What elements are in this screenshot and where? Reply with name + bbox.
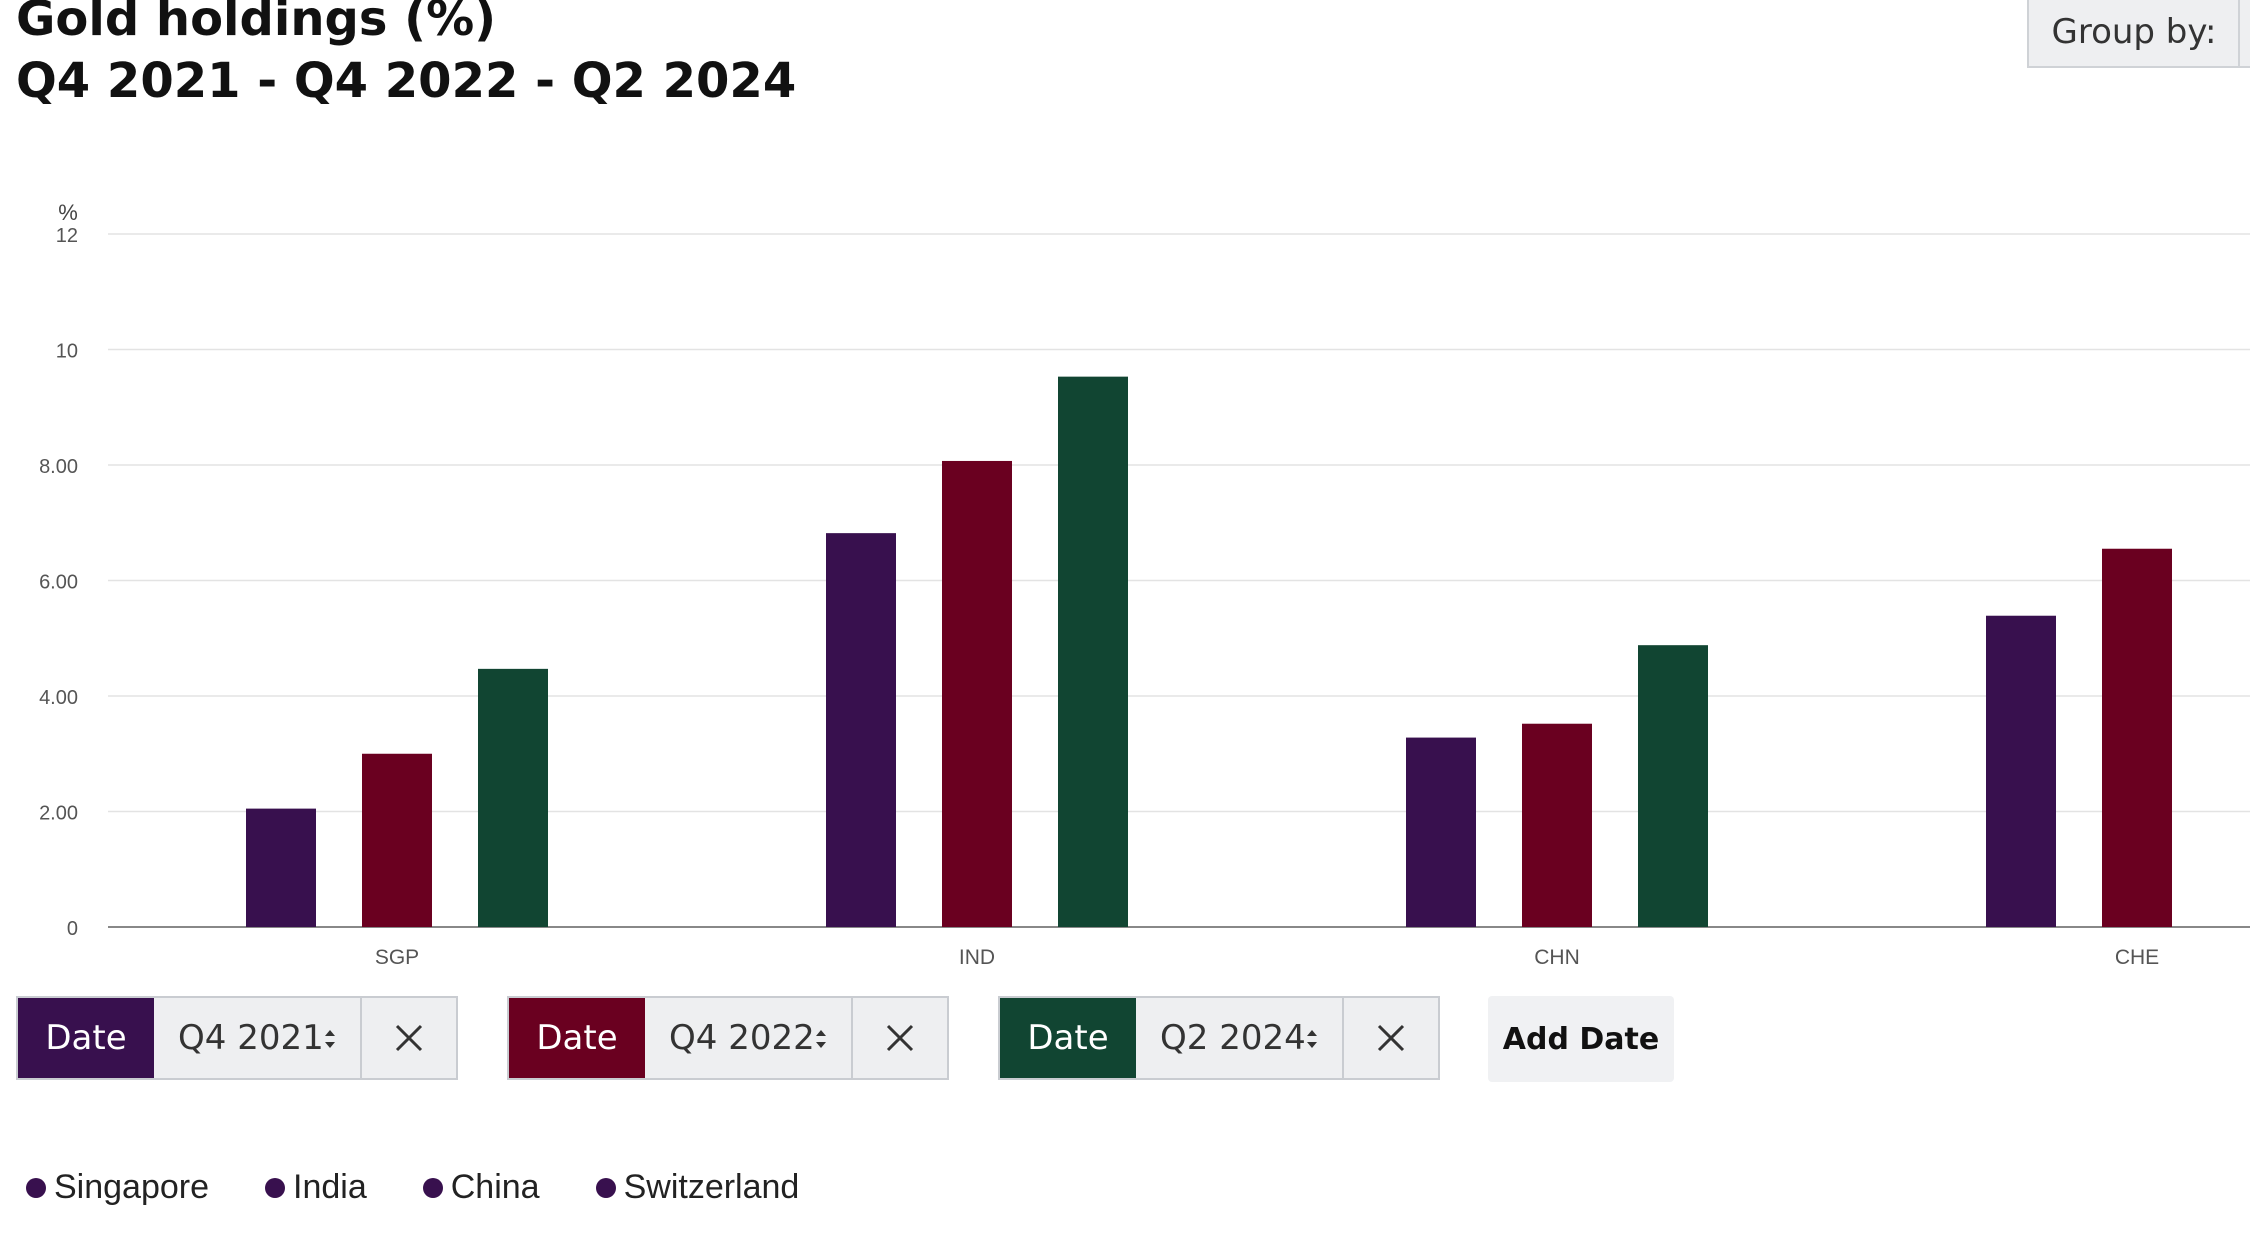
legend: Singapore India China Switzerland [26,1168,855,1207]
x-tick-label-ind: IND [959,946,995,969]
bar-chn-q2-2024 [1638,645,1708,927]
date-value-2: Q4 2022 [669,1018,815,1058]
bar-chn-q4-2022 [1522,723,1592,927]
bar-chn-q4-2021 [1406,737,1476,927]
date-value-3: Q2 2024 [1160,1018,1306,1058]
bar-chart: % 0 2.00 4.00 6.00 8.00 10 12 SGP IND CHN CHE [39,200,2250,969]
legend-label: China [450,1168,540,1206]
bar-sgp-q2-2024 [478,668,548,927]
close-icon [395,1024,423,1052]
y-tick-label: 8.00 [39,456,78,478]
date-selector-1: Date Q4 2021 [16,996,458,1080]
legend-label: Singapore [54,1168,210,1206]
close-icon [1377,1024,1405,1052]
legend-item-china[interactable]: China [422,1168,540,1207]
date-select-3[interactable]: Q2 2024 [1136,998,1344,1078]
sort-arrows-icon [325,1030,335,1048]
legend-dot-icon [595,1177,616,1198]
add-date-button[interactable]: Add Date [1488,996,1674,1082]
bar-sgp-q4-2021 [246,808,316,927]
bar-ind-q2-2024 [1058,376,1128,927]
x-tick-label-che: CHE [2115,946,2159,969]
group-by-button[interactable]: Group by: [2027,0,2241,68]
y-tick-label: 0 [67,918,78,940]
x-tick-label-chn: CHN [1534,946,1580,969]
legend-dot-icon [422,1177,443,1198]
date-label-3: Date [1000,998,1136,1078]
sort-arrows-icon [1307,1030,1317,1048]
remove-date-button-1[interactable] [362,998,456,1078]
remove-date-button-2[interactable] [853,998,947,1078]
y-tick-label: 2.00 [39,803,78,825]
x-tick-label-sgp: SGP [375,946,419,969]
sort-arrows-icon [816,1030,826,1048]
legend-label: India [293,1168,367,1206]
legend-item-india[interactable]: India [265,1168,367,1207]
date-value-1: Q4 2021 [178,1018,324,1058]
y-tick-label: 10 [56,341,78,363]
group-by-dropdown-edge[interactable] [2238,0,2250,68]
date-label-1: Date [18,998,154,1078]
bar-ind-q4-2021 [826,533,896,927]
date-label-2: Date [509,998,645,1078]
date-selector-3: Date Q2 2024 [998,996,1440,1080]
y-tick-label: 4.00 [39,687,78,709]
title-line-1: Gold holdings (%) [16,0,497,47]
legend-item-singapore[interactable]: Singapore [26,1168,209,1207]
date-select-2[interactable]: Q4 2022 [645,998,853,1078]
close-icon [886,1024,914,1052]
chart-title: Gold holdings (%) Q4 2021 - Q4 2022 - Q2… [16,0,796,112]
title-line-2: Q4 2021 - Q4 2022 - Q2 2024 [16,53,797,109]
bar-sgp-q4-2022 [362,753,432,927]
legend-item-switzerland[interactable]: Switzerland [595,1168,800,1207]
bar-ind-q4-2022 [942,460,1012,927]
legend-dot-icon [265,1177,286,1198]
y-tick-label: 12 [56,225,78,247]
remove-date-button-3[interactable] [1344,998,1438,1078]
bar-che-q4-2021 [1986,615,2056,927]
y-tick-label: 6.00 [39,572,78,594]
y-axis-unit-label: % [58,200,78,225]
date-selector-2: Date Q4 2022 [507,996,949,1080]
date-select-1[interactable]: Q4 2021 [154,998,362,1078]
legend-dot-icon [26,1177,46,1198]
legend-label: Switzerland [623,1168,800,1206]
bar-che-q4-2022 [2102,548,2172,927]
